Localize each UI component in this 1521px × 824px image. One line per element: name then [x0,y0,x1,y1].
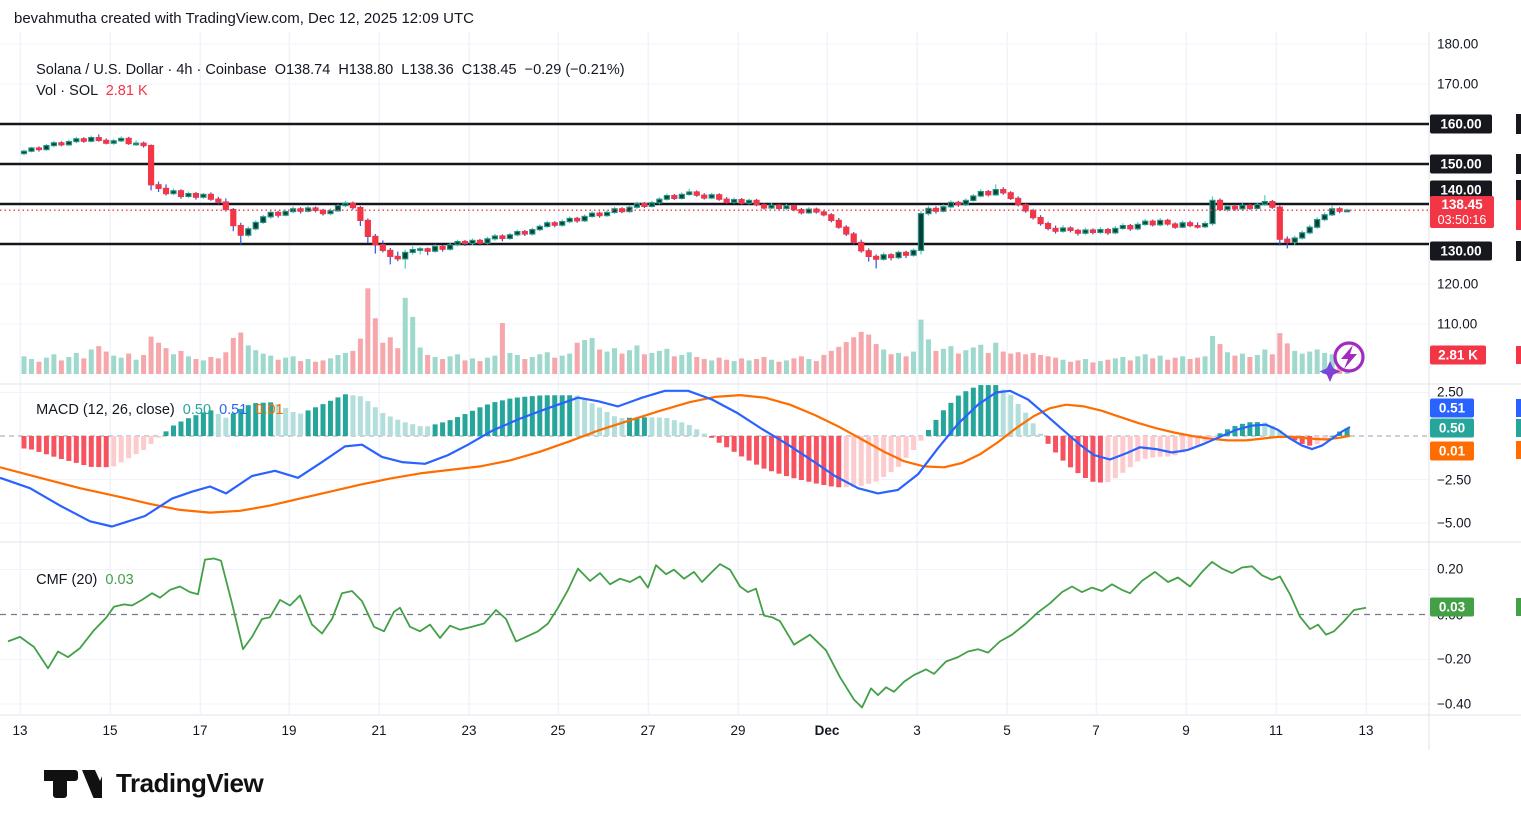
time-axis-label[interactable]: 25 [550,723,566,738]
edge-badge-sliver [1516,200,1521,230]
symbol-title: Solana / U.S. Dollar · 4h · Coinbase [36,62,267,78]
cmf-axis-label: −0.20 [1437,651,1472,667]
cmf-legend: CMF (20) 0.03 [20,556,134,604]
tradingview-logo-icon [44,770,102,798]
time-axis-label[interactable]: 7 [1092,723,1100,738]
price-axis-label: 120.00 [1437,276,1479,292]
lightning-icon [1341,345,1357,369]
time-axis-label[interactable]: 3 [913,723,921,738]
edge-badge-sliver [1516,441,1521,459]
volume-label: Vol · SOL [36,83,98,99]
tradingview-logo[interactable]: TradingView [44,766,264,800]
macd-legend: MACD (12, 26, close) 0.50 0.51 0.01 [20,386,284,434]
edge-badge-sliver [1516,399,1521,417]
macd-hist-value: 0.50 [182,402,212,418]
time-axis-label[interactable]: Dec [814,723,840,738]
time-axis-label[interactable]: 21 [371,723,387,738]
volume-value: 2.81 K [105,83,148,99]
tradingview-logo-text: TradingView [116,767,264,798]
current-price-badge: 138.45 03:50:16 [1430,196,1494,228]
edge-badge-sliver [1516,180,1521,200]
cmf-value: 0.03 [105,572,134,588]
time-axis-label[interactable]: 13 [12,723,28,738]
macd-axis-label: −5.00 [1437,515,1472,531]
price-axis-label: 180.00 [1437,36,1479,52]
macd-label: MACD (12, 26, close) [36,402,175,418]
edge-badge-sliver [1516,419,1521,437]
price-level-badge: 150.00 [1430,154,1492,174]
time-axis-label[interactable]: 29 [730,723,746,738]
cmf-value-badge: 0.03 [1430,597,1474,617]
macd-value-badge: 0.01 [1430,441,1474,461]
edge-badge-sliver [1516,598,1521,616]
time-axis-label[interactable]: 27 [640,723,656,738]
bar-countdown: 03:50:16 [1437,212,1487,227]
boost-button[interactable] [1319,341,1365,382]
macd-axis-label: 2.50 [1437,384,1464,400]
time-axis-label[interactable]: 17 [192,723,208,738]
macd-value-badge: 0.50 [1430,418,1474,438]
time-axis-label[interactable]: 5 [1003,723,1011,738]
macd-value-badge: 0.51 [1430,398,1474,418]
price-level-badge: 160.00 [1430,114,1492,134]
time-axis-label[interactable]: 9 [1182,723,1190,738]
volume-badge: 2.81 K [1430,345,1486,365]
cmf-label: CMF (20) [36,572,98,588]
edge-badge-sliver [1516,241,1521,261]
time-axis-label[interactable]: 23 [461,723,477,738]
edge-badge-sliver [1516,114,1521,134]
current-price-value: 138.45 [1441,197,1483,213]
price-level-badge: 140.00 [1430,180,1492,200]
time-axis-label[interactable]: 15 [102,723,118,738]
edge-badge-sliver [1516,154,1521,174]
price-level-badge: 130.00 [1430,241,1492,261]
time-axis-label[interactable]: 13 [1358,723,1374,738]
time-axis-label[interactable]: 19 [281,723,297,738]
macd-axis-label: −2.50 [1437,472,1472,488]
price-axis-label: 110.00 [1437,316,1478,332]
price-axis-label: 170.00 [1437,76,1479,92]
time-axis-label[interactable]: 11 [1268,723,1284,738]
macd-signal-value: 0.01 [255,402,284,418]
sparkle-icon [1319,361,1341,382]
volume-legend: Vol · SOL 2.81 K [20,67,148,115]
cmf-axis-label: −0.40 [1437,696,1472,712]
symbol-legend: Solana / U.S. Dollar · 4h · Coinbase O13… [20,46,625,94]
attribution-text: bevahmutha created with TradingView.com,… [14,10,474,27]
macd-line-value: 0.51 [219,402,248,418]
edge-badge-sliver [1516,346,1521,364]
ohlc-values: O138.74 H138.80 L138.36 C138.45 −0.29 (−… [274,62,625,78]
cmf-axis-label: 0.20 [1437,561,1464,577]
